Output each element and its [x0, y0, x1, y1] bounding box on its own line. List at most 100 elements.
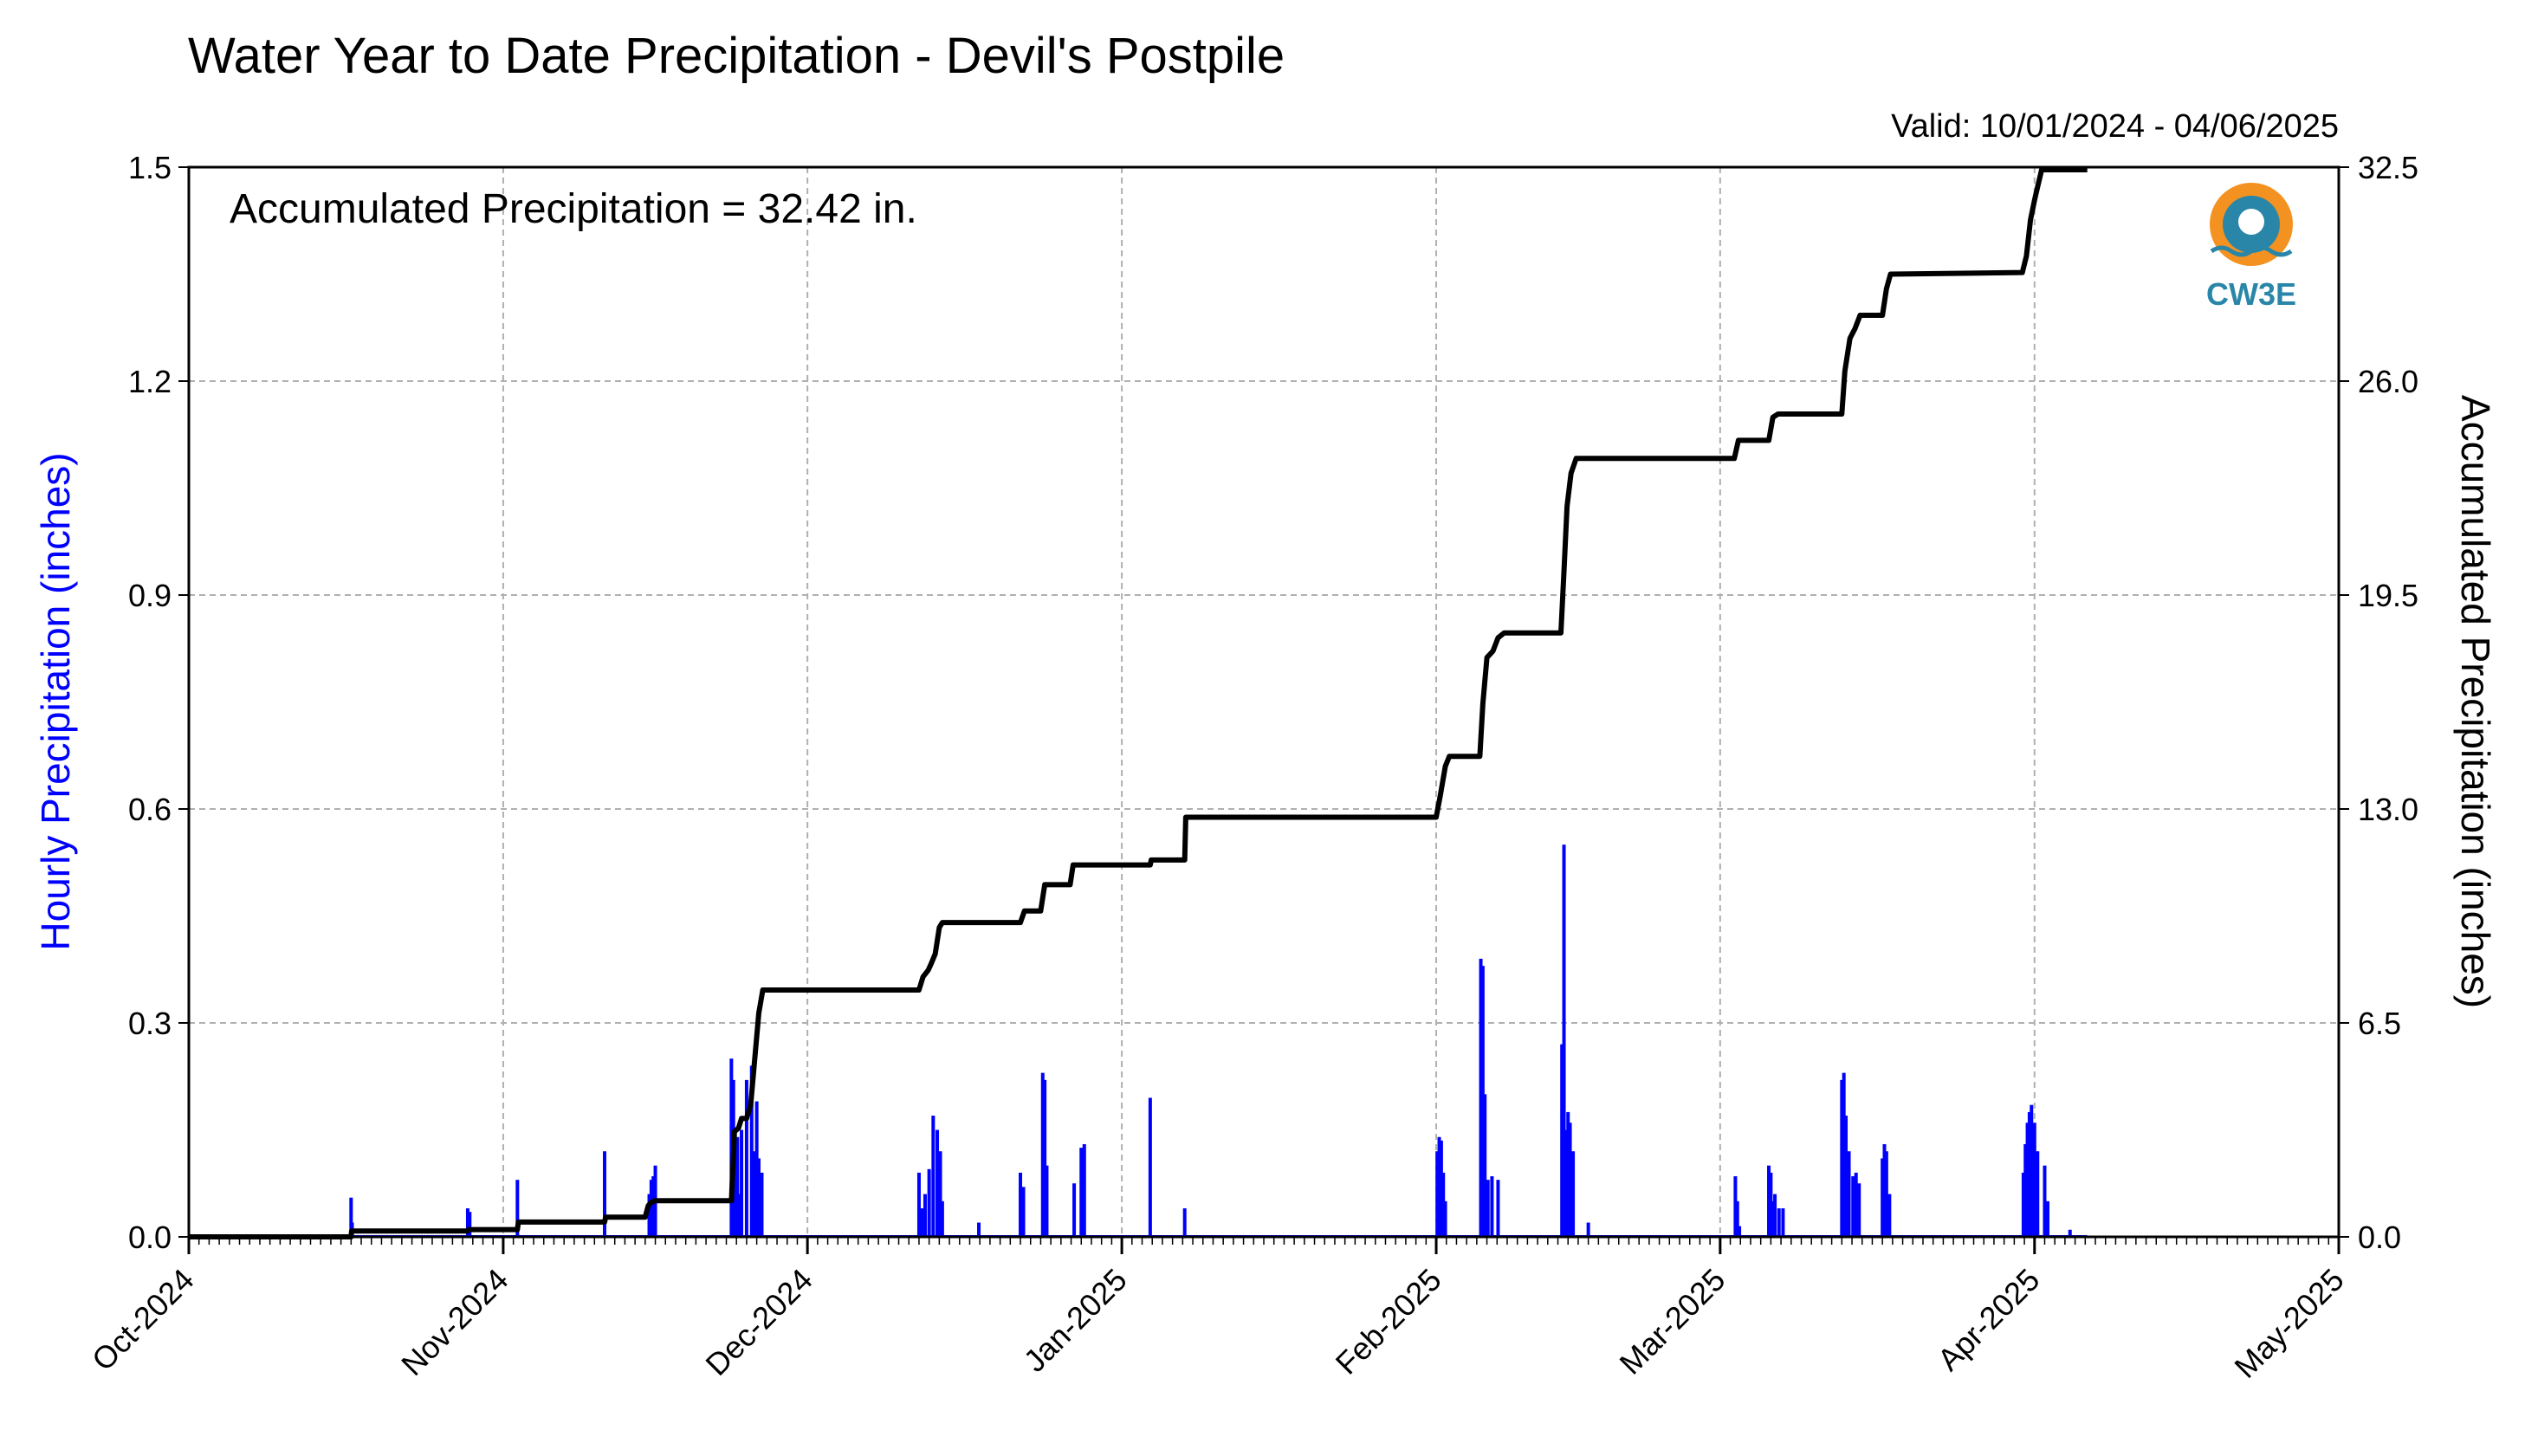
y-axis-label-right: Accumulated Precipitation (inches) — [2453, 395, 2498, 1008]
hourly-bar — [2027, 1111, 2031, 1237]
y-left-tick-label: 0.0 — [128, 1220, 172, 1255]
hourly-bar — [735, 1136, 740, 1237]
hourly-bar — [1771, 1200, 1775, 1237]
accumulated-line — [189, 167, 2088, 1239]
hourly-bar — [1840, 1079, 1844, 1237]
hourly-bar — [1842, 1072, 1846, 1237]
y-left-tick-label: 0.3 — [128, 1006, 172, 1041]
hourly-bar — [931, 1116, 936, 1237]
accumulated-annotation: Accumulated Precipitation = 32.42 in. — [230, 186, 917, 232]
hourly-bar — [756, 1158, 761, 1237]
hourly-bar — [2036, 1151, 2040, 1237]
hourly-bar — [1857, 1183, 1861, 1237]
hourly-bar — [1496, 1180, 1500, 1237]
y-left-tick-label: 1.5 — [128, 150, 172, 185]
hourly-bar — [760, 1172, 764, 1237]
hourly-bar — [749, 1065, 754, 1237]
hourly-bar — [737, 1194, 741, 1237]
hourly-bar — [1781, 1208, 1785, 1237]
hourly-bar — [2032, 1123, 2036, 1237]
y-left-tick-label: 0.9 — [128, 578, 172, 613]
hourly-bar — [515, 1180, 520, 1237]
hourly-bar — [1571, 1151, 1576, 1237]
hourly-bar — [2045, 1200, 2049, 1237]
hourly-bar — [1882, 1143, 1887, 1237]
hourly-bar — [1443, 1200, 1447, 1237]
cw3e-logo: CW3E — [2206, 183, 2296, 312]
hourly-bar — [1769, 1172, 1773, 1237]
hourly-bar — [1568, 1123, 1572, 1237]
hourly-bar — [1182, 1208, 1187, 1237]
hourly-bar — [603, 1151, 607, 1237]
hourly-bar — [1881, 1158, 1885, 1237]
hourly-bar — [1773, 1194, 1777, 1237]
hourly-bar — [1441, 1172, 1446, 1237]
hourly-bar — [1480, 966, 1485, 1237]
hourly-bar — [1043, 1079, 1047, 1237]
hourly-bar — [1851, 1176, 1855, 1237]
hourly-bar — [1854, 1172, 1858, 1237]
hourly-bar — [1733, 1176, 1738, 1237]
hourly-bar — [2021, 1172, 2025, 1237]
hourly-bar — [1777, 1208, 1781, 1237]
x-tick-label: Dec-2024 — [698, 1262, 819, 1382]
hourly-bar — [1486, 1180, 1490, 1237]
hourly-bar — [1040, 1072, 1045, 1237]
hourly-bar — [1586, 1222, 1590, 1237]
x-tick-label: Jan-2025 — [1017, 1262, 1134, 1379]
hourly-bar — [734, 1151, 738, 1237]
logo-wave-icon — [2210, 245, 2293, 257]
hourly-bar — [740, 1129, 744, 1237]
y-left-tick-label: 0.6 — [128, 792, 172, 827]
hourly-bar — [1439, 1140, 1443, 1237]
hourly-bar — [1566, 1111, 1570, 1237]
chart-title: Water Year to Date Precipitation - Devil… — [188, 28, 1285, 84]
hourly-bar — [1082, 1143, 1086, 1237]
hourly-bar — [754, 1101, 759, 1237]
plot-frame — [187, 165, 2340, 1239]
hourly-bar — [651, 1176, 656, 1237]
hourly-bar — [1884, 1151, 1888, 1237]
hourly-bar — [977, 1222, 981, 1237]
hourly-bar — [1435, 1151, 1440, 1237]
hourly-bar — [1738, 1226, 1742, 1237]
x-tick-label: Nov-2024 — [394, 1262, 515, 1382]
hourly-precip-bars — [189, 844, 2088, 1237]
hourly-bar — [940, 1200, 944, 1237]
y-right-tick-label: 19.5 — [2358, 578, 2418, 613]
hourly-bar — [1844, 1116, 1848, 1237]
axes: 0.0 0.0 0.3 6.5 0.6 13.0 0.9 19.5 1.2 26.0 1.5 32.5… — [85, 150, 2418, 1385]
hourly-bar — [465, 1208, 469, 1237]
hourly-bar — [1479, 958, 1483, 1237]
hourly-bar — [2043, 1165, 2047, 1237]
logo-text: CW3E — [2206, 276, 2296, 312]
y-right-tick-label: 0.0 — [2358, 1220, 2401, 1255]
hourly-bar — [927, 1168, 931, 1237]
hourly-bar — [349, 1197, 353, 1237]
hourly-bar — [1560, 1044, 1564, 1237]
hourly-bar — [468, 1212, 472, 1237]
hourly-bar — [649, 1180, 653, 1237]
hourly-bar — [1767, 1165, 1771, 1237]
hourly-bar — [936, 1129, 940, 1237]
hourly-bar — [1021, 1187, 1026, 1237]
hourly-bar — [1735, 1200, 1739, 1237]
y-left-tick-label: 1.2 — [128, 364, 172, 399]
hourly-bar — [1019, 1172, 1023, 1237]
hourly-bar — [1490, 1176, 1494, 1237]
y-right-tick-label: 32.5 — [2358, 150, 2418, 185]
hourly-bar — [2068, 1229, 2072, 1237]
hourly-bar — [1483, 1094, 1487, 1237]
y-right-tick-label: 6.5 — [2358, 1006, 2401, 1041]
hourly-bar — [752, 1151, 756, 1237]
hourly-bar — [1148, 1097, 1152, 1237]
hourly-bar — [1564, 1129, 1568, 1237]
hourly-bar — [2025, 1123, 2030, 1237]
accumulated-precip-line — [189, 167, 2088, 1239]
y-right-tick-label: 26.0 — [2358, 364, 2418, 399]
hourly-bar — [1562, 844, 1566, 1237]
hourly-bar — [938, 1151, 942, 1237]
grid — [189, 167, 2339, 1237]
hourly-bar — [744, 1079, 748, 1237]
